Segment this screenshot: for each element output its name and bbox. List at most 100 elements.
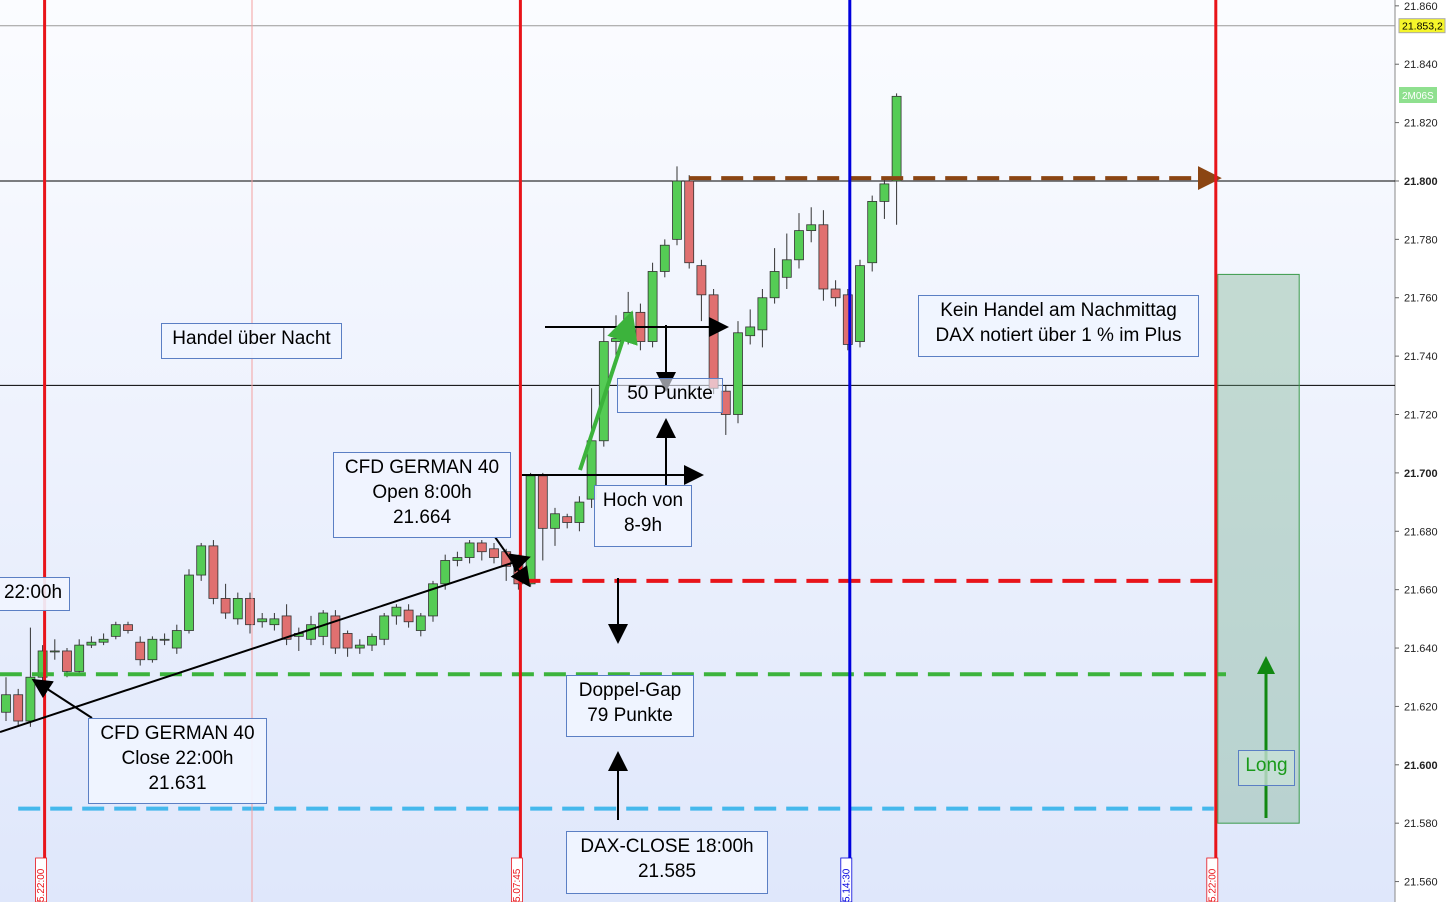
time-label-box — [840, 857, 853, 902]
arrows — [0, 310, 1275, 820]
time-label: 5.22:00 — [36, 868, 47, 902]
y-tick-label: 21.780 — [1404, 234, 1438, 246]
y-tick-label: 21.580 — [1404, 818, 1438, 830]
y-tick-label: 21.680 — [1404, 526, 1438, 538]
candle-body — [794, 230, 804, 261]
y-tick-label: 21.640 — [1404, 643, 1438, 655]
y-tick-label: 21.560 — [1404, 877, 1438, 889]
candle-body — [330, 615, 341, 649]
candle-body — [1, 694, 11, 713]
y-tick-label: 21.600 — [1404, 760, 1438, 772]
candle-body — [379, 615, 390, 640]
y-tick-label: 21.740 — [1404, 351, 1438, 363]
annotation: Hoch von 8-9h — [594, 485, 692, 547]
time-label-box — [1206, 857, 1219, 902]
candle-body — [269, 618, 280, 626]
candle-body — [37, 650, 48, 678]
candle-body — [196, 545, 207, 576]
y-tick-label: 21.860 — [1404, 1, 1438, 13]
arrow — [31, 678, 93, 719]
candle-body — [159, 638, 170, 641]
candle-body — [257, 618, 268, 623]
annotation: 50 Punkte — [617, 378, 723, 413]
annotation: Doppel-Gap 79 Punkte — [566, 675, 694, 737]
candle-body — [342, 633, 353, 649]
y-tick-label: 21.800 — [1404, 176, 1438, 188]
candle-body — [525, 475, 536, 585]
candle-body — [806, 224, 817, 232]
candle-body — [245, 598, 255, 626]
candle-body — [879, 183, 890, 202]
candle-body — [891, 95, 902, 182]
candle-body — [123, 624, 133, 631]
candle-body — [842, 294, 853, 345]
candle-body — [708, 294, 719, 389]
candle-body — [25, 676, 36, 722]
time-label: 5.14:30 — [841, 868, 852, 902]
candle-body — [147, 638, 158, 661]
candle-body — [135, 641, 146, 661]
candle-body — [281, 615, 292, 640]
candle-body — [367, 635, 377, 646]
price-label: 21.853,2 — [1402, 21, 1443, 33]
candle-body — [537, 475, 548, 529]
position-label: Long — [1238, 750, 1295, 786]
candle-body — [489, 548, 499, 558]
candle-body — [684, 180, 695, 264]
y-tick-label: 21.700 — [1404, 468, 1438, 480]
candle-body — [403, 609, 414, 623]
candle-body — [13, 694, 24, 722]
candle-body — [98, 638, 109, 643]
candle-body — [867, 201, 878, 264]
annotation: CFD GERMAN 40 Close 22:00h 21.631 — [88, 718, 267, 804]
candle-body — [562, 516, 573, 523]
position-box — [1217, 273, 1300, 824]
candle-body — [818, 224, 829, 290]
candle-body — [49, 650, 60, 653]
candle-body — [830, 288, 841, 299]
candle-body — [611, 338, 621, 342]
candle-body — [757, 297, 768, 331]
candle-body — [415, 615, 426, 631]
candle-body — [781, 259, 792, 278]
candle-body — [659, 244, 670, 272]
candle-body — [733, 332, 743, 415]
time-label-box — [35, 857, 47, 902]
candle-body — [598, 341, 609, 442]
candle-body — [354, 644, 365, 649]
y-tick-label: 21.760 — [1404, 293, 1438, 305]
timer: 2M06S — [1402, 91, 1434, 102]
annotation: 22:00h — [0, 577, 70, 611]
time-label-box — [510, 857, 523, 902]
candle-body — [171, 630, 182, 649]
annotation: Kein Handel am Nachmittag DAX notiert üb… — [918, 295, 1199, 357]
y-tick-label: 21.620 — [1404, 701, 1438, 713]
candle-body — [74, 644, 85, 672]
candle-body — [391, 606, 402, 617]
axis-background — [1395, 0, 1447, 902]
candle-body — [855, 265, 865, 342]
candle-body — [672, 180, 682, 240]
time-label: 5.22:00 — [1207, 868, 1218, 902]
candle-body — [769, 271, 780, 299]
arrow — [578, 310, 638, 471]
annotation: Handel über Nacht — [161, 323, 342, 359]
candle-body — [110, 624, 121, 637]
candle-body — [574, 501, 585, 523]
arrow — [0, 553, 531, 733]
candle-body — [220, 598, 231, 614]
candle-body — [428, 583, 438, 617]
candle-body — [62, 650, 72, 672]
y-tick-label: 21.840 — [1404, 59, 1438, 71]
annotation: DAX-CLOSE 18:00h 21.585 — [566, 831, 768, 894]
candle-body — [184, 574, 194, 631]
candle-body — [232, 598, 243, 620]
candle-body — [86, 641, 97, 646]
candle-body — [306, 624, 316, 640]
y-tick-label: 21.660 — [1404, 585, 1438, 597]
y-tick-label: 21.820 — [1404, 118, 1438, 130]
candle-body — [464, 542, 475, 558]
y-tick-label: 21.720 — [1404, 410, 1438, 422]
price-marker — [1398, 18, 1446, 34]
